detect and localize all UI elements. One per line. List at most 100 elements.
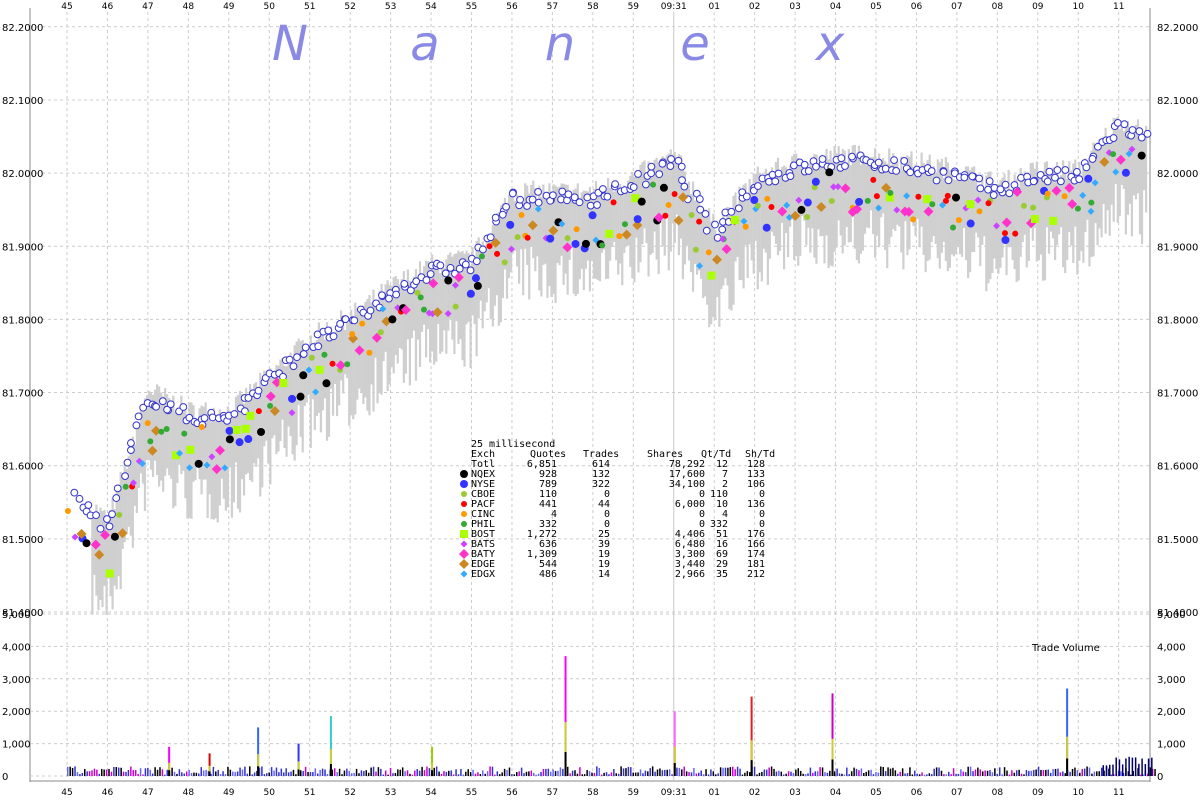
volume-bar: [394, 772, 397, 776]
volume-bar: [1103, 770, 1105, 776]
price-range-bar: [774, 162, 778, 244]
volume-bar: [210, 773, 212, 776]
price-range-bar: [242, 403, 246, 496]
volume-spike: [168, 746, 171, 776]
price-range-bar: [1053, 171, 1057, 261]
quote-symbol: [976, 184, 985, 193]
price-range-bar: [825, 148, 828, 236]
volume-tick-label-left: 3,000: [2, 675, 31, 686]
volume-bar: [316, 773, 319, 776]
price-range-bar: [1108, 138, 1111, 236]
price-range-bar: [190, 402, 193, 519]
quote-symbol: [944, 176, 953, 185]
legend-value: 128: [747, 459, 765, 470]
price-range-bar: [1003, 174, 1006, 238]
price-range-bar: [346, 319, 349, 379]
volume-bar: [525, 771, 528, 776]
volume-bar: [207, 770, 210, 776]
volume-bar: [639, 769, 642, 776]
trade-marker-nyse: [855, 197, 864, 206]
price-range-bar: [892, 153, 895, 230]
volume-bar: [921, 772, 923, 776]
legend-value: 51: [716, 529, 728, 540]
price-range-bar: [900, 156, 903, 253]
volume-bar: [722, 767, 724, 776]
trade-marker-bost: [232, 426, 241, 435]
trade-marker-edge: [673, 215, 684, 226]
volume-bar: [511, 774, 513, 776]
volume-bar: [598, 767, 601, 776]
price-range-bar: [249, 384, 252, 481]
legend-value: 332: [710, 519, 728, 530]
legend-marker-bost: [460, 530, 468, 538]
quote-symbol: [641, 180, 650, 189]
volume-bar: [581, 774, 584, 776]
volume-bar: [841, 773, 843, 776]
trade-marker-pacf: [1012, 230, 1019, 237]
trade-marker-cboe: [1030, 204, 1037, 211]
price-range-bar: [793, 153, 796, 260]
trade-marker-nqex: [225, 435, 234, 444]
price-range-bar: [277, 365, 280, 452]
price-range-bar: [283, 365, 286, 449]
volume-bar: [943, 774, 945, 776]
trade-marker-pacf: [985, 200, 992, 207]
price-range-bar: [267, 376, 270, 464]
volume-bar: [299, 770, 302, 776]
trade-marker-cinc: [742, 223, 749, 230]
trade-marker-phil: [163, 425, 170, 432]
volume-axis-label: Trade Volume: [1031, 643, 1100, 654]
trade-marker-nyse: [1084, 174, 1093, 183]
volume-bar: [807, 773, 809, 776]
price-range-bar: [135, 427, 138, 514]
legend-value: 106: [747, 479, 765, 490]
volume-bar: [283, 772, 285, 776]
volume-bar: [591, 772, 593, 776]
price-range-bar: [687, 181, 691, 261]
volume-bar: [253, 772, 256, 776]
volume-bar: [693, 768, 695, 776]
price-range-bar: [1106, 140, 1109, 211]
volume-bar: [433, 767, 435, 776]
price-range-bar: [938, 162, 941, 269]
price-range-bar: [784, 167, 788, 234]
price-range-bar: [372, 289, 375, 412]
trade-marker-baty: [265, 391, 276, 402]
legend-exchange: EDGE: [471, 559, 495, 570]
x-tick-label-bottom: 45: [61, 788, 72, 798]
x-tick-label-bottom: 58: [587, 788, 599, 798]
volume-bar: [1121, 764, 1124, 776]
volume-bar: [117, 767, 120, 776]
volume-bar: [309, 771, 312, 776]
volume-bar: [897, 773, 899, 776]
volume-bar: [530, 770, 533, 776]
price-range-bar: [431, 254, 434, 352]
volume-bar: [566, 766, 569, 776]
volume-bar: [421, 766, 423, 776]
trade-marker-baty: [335, 360, 346, 371]
x-tick-label-top: 02: [749, 2, 760, 12]
volume-bar: [872, 774, 875, 776]
x-tick-label-bottom: 02: [749, 788, 760, 798]
x-tick-label-bottom: 05: [870, 788, 881, 798]
quote-symbol: [455, 264, 464, 273]
price-range-bar: [708, 208, 711, 328]
price-range-bar: [693, 200, 697, 265]
volume-bar: [853, 767, 855, 776]
price-range-bar: [611, 187, 614, 248]
trade-marker-bats: [830, 183, 838, 191]
price-range-bar: [378, 290, 381, 394]
trade-marker-cboe: [828, 197, 835, 204]
quote-symbol: [786, 172, 795, 181]
legend-value: 789: [539, 479, 557, 490]
price-range-bar: [335, 328, 339, 417]
volume-bar: [758, 772, 761, 776]
legend-value: 3,440: [675, 559, 705, 570]
legend-value: 136: [747, 499, 765, 510]
quote-symbol: [127, 439, 135, 447]
trade-marker-baty: [777, 206, 788, 217]
price-range-bar: [255, 382, 258, 467]
legend-value: 2,966: [675, 569, 705, 580]
price-range-bar: [530, 184, 533, 247]
